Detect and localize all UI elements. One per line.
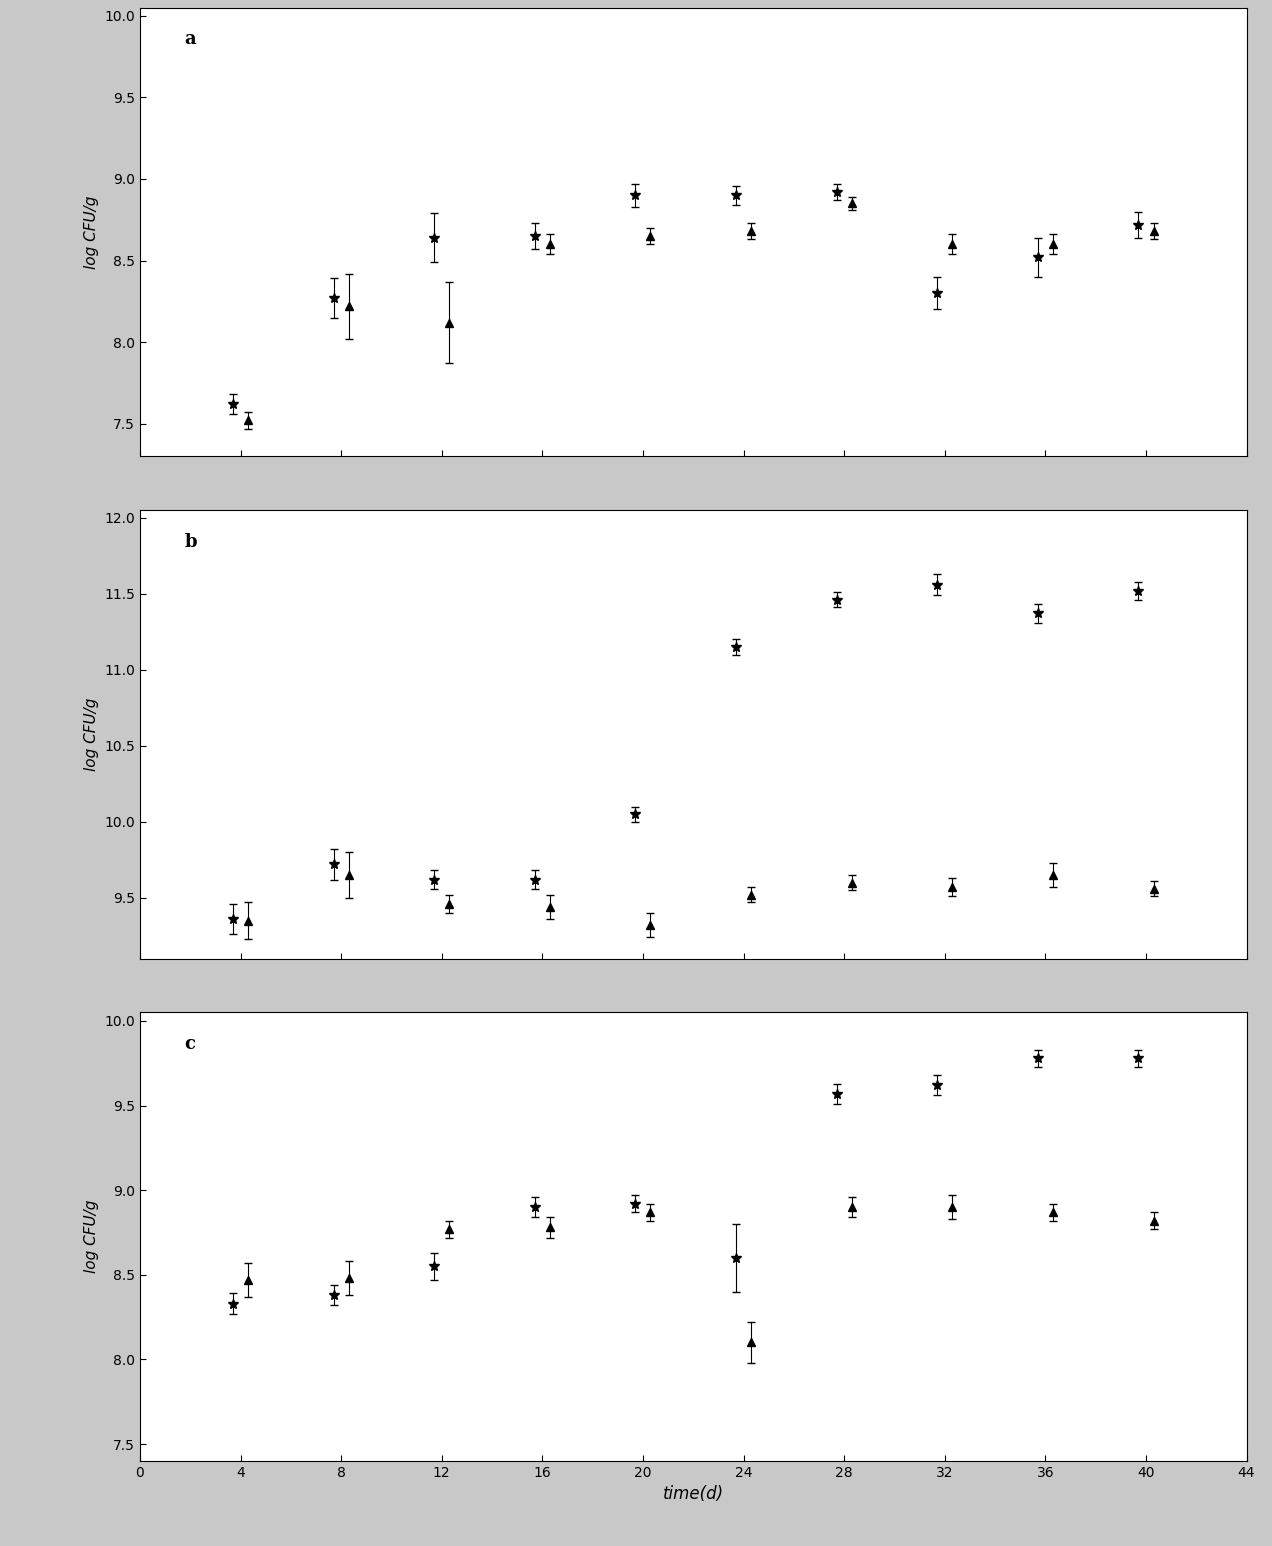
Text: a: a xyxy=(184,31,196,48)
Y-axis label: log CFU/g: log CFU/g xyxy=(84,1200,99,1274)
Y-axis label: log CFU/g: log CFU/g xyxy=(84,697,99,771)
Text: c: c xyxy=(184,1034,195,1053)
Y-axis label: log CFU/g: log CFU/g xyxy=(84,195,99,269)
Text: b: b xyxy=(184,532,197,550)
X-axis label: time(d): time(d) xyxy=(663,1486,724,1503)
